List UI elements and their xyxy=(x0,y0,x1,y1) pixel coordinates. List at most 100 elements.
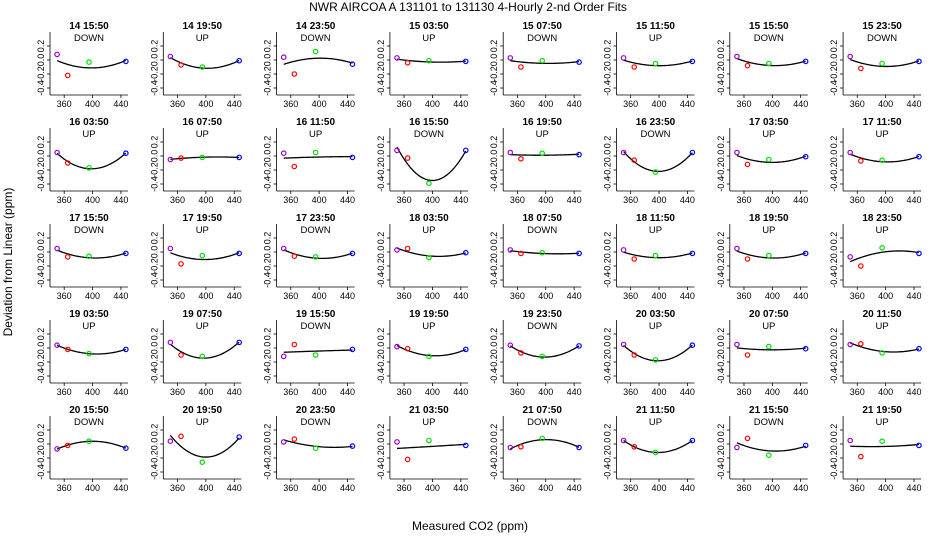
y-tick-label: 0.0 xyxy=(829,342,839,355)
x-tick-label: 400 xyxy=(652,291,667,301)
x-tick-label: 360 xyxy=(623,291,638,301)
y-tick-label: -0.2 xyxy=(489,162,499,178)
data-point xyxy=(404,155,411,161)
x-tick-label: 400 xyxy=(652,483,667,493)
y-tick-label: 0.2 xyxy=(376,424,386,437)
data-point xyxy=(123,445,129,452)
y-tick-label: -0.2 xyxy=(263,162,273,178)
y-tick-label: -0.4 xyxy=(36,272,46,288)
x-tick-label: 400 xyxy=(765,387,780,397)
data-point xyxy=(744,256,751,262)
y-tick-label: 0.0 xyxy=(263,438,273,451)
x-tick-label: 400 xyxy=(538,195,553,205)
y-tick-label: -0.4 xyxy=(829,272,839,288)
panel-direction: UP xyxy=(875,417,888,428)
x-tick-label: 360 xyxy=(57,291,72,301)
panel-direction: UP xyxy=(196,417,209,428)
x-tick-label: 440 xyxy=(340,387,355,397)
y-tick-label: -0.2 xyxy=(149,354,159,370)
data-point xyxy=(916,58,922,65)
panel-direction: DOWN xyxy=(527,225,557,236)
x-tick-label: 360 xyxy=(397,195,412,205)
x-tick-label: 360 xyxy=(170,387,185,397)
x-tick-label: 360 xyxy=(850,483,865,493)
x-tick-label: 440 xyxy=(340,99,355,109)
y-tick-label: -0.2 xyxy=(603,162,613,178)
panel-direction: UP xyxy=(309,129,322,140)
panel-title: 15 15:50 xyxy=(749,21,789,32)
data-point xyxy=(879,157,885,164)
data-point xyxy=(426,437,432,444)
panel-direction: UP xyxy=(422,225,435,236)
y-tick-label: 0.2 xyxy=(376,40,386,53)
data-point xyxy=(54,446,60,452)
y-tick-label: 0.2 xyxy=(716,136,726,149)
y-tick-label: 0.0 xyxy=(149,246,159,259)
x-tick-label: 440 xyxy=(113,483,128,493)
data-point xyxy=(404,245,411,252)
x-tick-label: 360 xyxy=(736,195,751,205)
y-tick-label: -0.2 xyxy=(829,450,839,466)
x-tick-label: 360 xyxy=(736,483,751,493)
x-tick-label: 440 xyxy=(453,387,468,397)
data-point xyxy=(426,57,432,64)
x-tick-label: 400 xyxy=(85,483,100,493)
x-tick-label: 360 xyxy=(510,387,525,397)
x-tick-label: 440 xyxy=(906,291,921,301)
data-point xyxy=(394,343,400,350)
y-tick-label: 0.2 xyxy=(489,136,499,149)
data-point xyxy=(291,253,298,260)
data-point xyxy=(576,151,582,158)
y-tick-label: 0.0 xyxy=(489,246,499,259)
y-tick-label: -0.2 xyxy=(263,450,273,466)
panel-direction: DOWN xyxy=(301,33,331,44)
data-point xyxy=(280,150,287,157)
y-tick-label: 0.2 xyxy=(716,40,726,53)
panel-title: 15 03:50 xyxy=(409,21,449,32)
y-tick-label: 0.2 xyxy=(36,136,46,149)
y-tick-label: 0.2 xyxy=(263,328,273,341)
panel-direction: DOWN xyxy=(74,33,104,44)
panel-title: 18 11:50 xyxy=(636,213,675,224)
y-tick-label: 0.2 xyxy=(603,136,613,149)
y-tick-label: 0.2 xyxy=(263,232,273,245)
x-tick-label: 440 xyxy=(906,195,921,205)
y-tick-label: -0.4 xyxy=(263,80,273,96)
panel-title: 16 19:50 xyxy=(522,117,562,128)
data-point xyxy=(312,149,319,156)
y-tick-label: -0.4 xyxy=(263,368,273,384)
data-point xyxy=(123,58,129,65)
y-tick-label: -0.4 xyxy=(489,368,499,384)
data-point xyxy=(167,53,174,60)
data-point xyxy=(652,449,659,456)
x-tick-label: 440 xyxy=(453,195,468,205)
panel-title: 16 03:50 xyxy=(69,117,109,128)
data-point xyxy=(620,247,627,253)
x-tick-label: 440 xyxy=(567,195,582,205)
data-point xyxy=(734,444,740,451)
y-tick-label: 0.2 xyxy=(36,424,46,437)
data-point xyxy=(291,436,298,442)
data-point xyxy=(178,261,184,267)
data-point xyxy=(652,169,659,175)
panel-direction: DOWN xyxy=(74,225,104,236)
panel-direction: UP xyxy=(875,321,888,332)
y-tick-label: 0.0 xyxy=(36,150,46,163)
x-tick-label: 360 xyxy=(850,99,865,109)
y-tick-label: -0.2 xyxy=(829,258,839,274)
panel-direction: DOWN xyxy=(640,129,670,140)
y-tick-label: -0.4 xyxy=(376,272,386,288)
x-tick-label: 440 xyxy=(793,99,808,109)
data-point xyxy=(178,62,184,68)
panel-title: 21 07:50 xyxy=(522,405,562,416)
data-point xyxy=(765,343,772,350)
panel-title: 16 23:50 xyxy=(636,117,676,128)
panel-title: 14 15:50 xyxy=(69,21,109,32)
data-point xyxy=(858,158,864,164)
panel-title: 21 15:50 xyxy=(749,405,789,416)
x-tick-label: 400 xyxy=(312,483,327,493)
